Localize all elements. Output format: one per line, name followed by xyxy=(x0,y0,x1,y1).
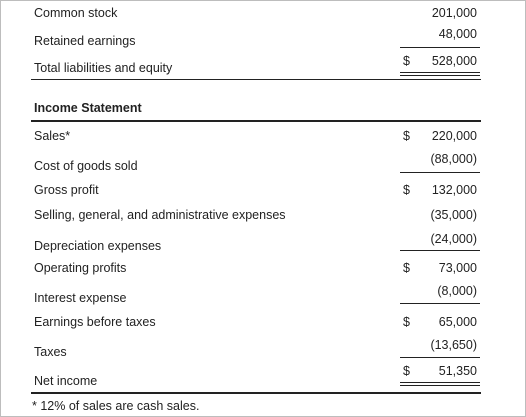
row-amount: 220,000 xyxy=(431,129,477,143)
row-amount: (35,000) xyxy=(430,208,477,222)
currency-symbol: $ xyxy=(403,129,410,143)
row-amount: (8,000) xyxy=(437,284,477,298)
row-depreciation-expenses: Depreciation expenses (24,000) xyxy=(1,228,525,253)
subtotal-underline xyxy=(400,250,480,251)
row-amount: (88,000) xyxy=(430,152,477,166)
row-label: Total liabilities and equity xyxy=(34,61,173,75)
row-label: Earnings before taxes xyxy=(34,315,156,329)
row-gross-profit: Gross profit $ 132,000 xyxy=(1,179,525,199)
row-total-liabilities-equity: Total liabilities and equity $ 528,000 xyxy=(1,50,525,75)
row-amount: (24,000) xyxy=(430,232,477,246)
currency-symbol: $ xyxy=(403,261,410,275)
row-label: Gross profit xyxy=(34,183,99,197)
row-label: Interest expense xyxy=(34,291,127,305)
section-divider xyxy=(31,79,481,80)
row-amount: 51,350 xyxy=(438,364,477,378)
row-sga-expenses: Selling, general, and administrative exp… xyxy=(1,204,525,224)
row-amount: (13,650) xyxy=(430,338,477,352)
total-double-underline xyxy=(400,382,480,386)
row-label: Taxes xyxy=(34,345,67,359)
currency-symbol: $ xyxy=(403,183,410,197)
currency-symbol: $ xyxy=(403,364,410,378)
currency-symbol: $ xyxy=(403,54,410,68)
currency-symbol: $ xyxy=(403,315,410,329)
row-label: Depreciation expenses xyxy=(34,239,162,253)
row-common-stock: Common stock 201,000 xyxy=(1,2,525,22)
subtotal-underline xyxy=(400,303,480,304)
subtotal-underline xyxy=(400,357,480,358)
row-label: Selling, general, and administrative exp… xyxy=(34,208,286,222)
row-interest-expense: Interest expense (8,000) xyxy=(1,280,525,305)
row-amount: 201,000 xyxy=(431,6,477,20)
row-taxes: Taxes (13,650) xyxy=(1,334,525,359)
row-label: Net income xyxy=(34,374,98,388)
section-title-rule xyxy=(31,120,481,122)
row-cost-of-goods-sold: Cost of goods sold (88,000) xyxy=(1,148,525,173)
row-earnings-before-taxes: Earnings before taxes $ 65,000 xyxy=(1,311,525,331)
row-amount: 132,000 xyxy=(431,183,477,197)
row-amount: 73,000 xyxy=(438,261,477,275)
row-label: Common stock xyxy=(34,6,118,20)
row-amount: 48,000 xyxy=(438,27,477,41)
row-retained-earnings: Retained earnings 48,000 xyxy=(1,23,525,48)
section-title: Income Statement xyxy=(34,101,142,115)
row-label: Sales* xyxy=(34,129,71,143)
row-amount: 65,000 xyxy=(438,315,477,329)
row-label: Retained earnings xyxy=(34,34,136,48)
subtotal-underline xyxy=(400,47,480,48)
footnote: * 12% of sales are cash sales. xyxy=(32,399,200,413)
row-label: Cost of goods sold xyxy=(34,159,138,173)
row-amount: 528,000 xyxy=(431,54,477,68)
row-label: Operating profits xyxy=(34,261,127,275)
total-double-underline xyxy=(400,72,480,76)
row-operating-profits: Operating profits $ 73,000 xyxy=(1,257,525,277)
row-sales: Sales* $ 220,000 xyxy=(1,125,525,145)
statement-bottom-rule xyxy=(31,392,481,394)
subtotal-underline xyxy=(400,172,480,173)
row-net-income: Net income $ 51,350 xyxy=(1,360,525,388)
